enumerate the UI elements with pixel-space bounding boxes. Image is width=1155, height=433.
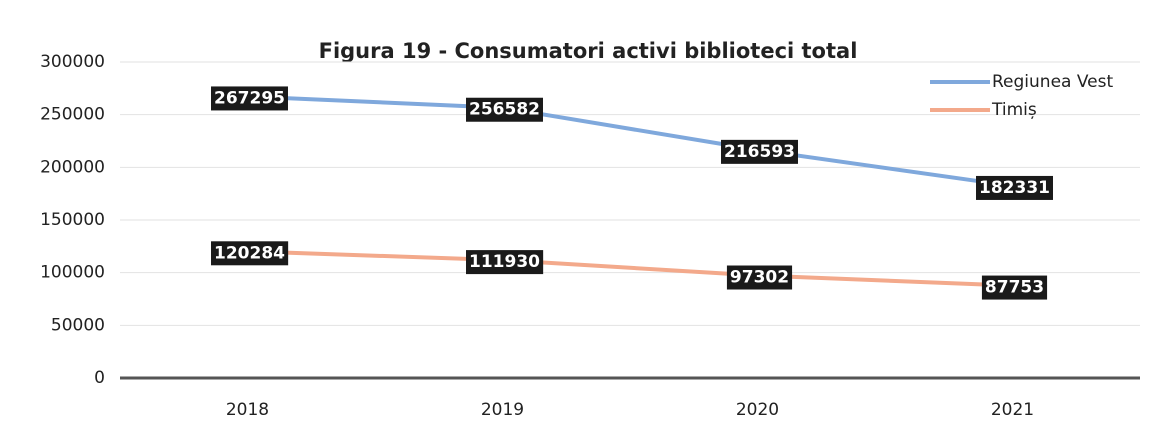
data-label-text: 97302: [730, 268, 789, 288]
y-tick-label: 150000: [40, 210, 105, 230]
series-line: [247, 94, 1013, 188]
y-tick-label: 100000: [40, 263, 105, 283]
chart-title: Figura 19 - Consumatori activi bibliotec…: [319, 39, 858, 63]
data-label: 182331: [976, 175, 1053, 200]
x-tick-label: 2019: [481, 400, 524, 420]
label-box: [211, 86, 288, 111]
data-label: 267295: [211, 86, 288, 111]
x-tick-label: 2018: [226, 400, 269, 420]
x-tick-label: 2021: [991, 400, 1034, 420]
data-label-text: 87753: [985, 278, 1044, 298]
data-label-text: 120284: [214, 243, 285, 263]
y-tick-label: 50000: [51, 315, 105, 335]
data-label: 111930: [466, 250, 544, 275]
data-label: 120284: [211, 241, 289, 266]
x-tick-label: 2020: [736, 400, 779, 420]
y-tick-label: 300000: [40, 52, 105, 72]
label-box: [466, 97, 543, 122]
data-label: 256582: [466, 97, 543, 122]
legend-label: Timiș: [991, 100, 1037, 120]
grid: [120, 61, 1140, 380]
data-label-text: 182331: [979, 178, 1050, 198]
legend-label: Regiunea Vest: [992, 72, 1113, 92]
data-label-text: 111930: [469, 252, 540, 272]
data-label-text: 267295: [214, 88, 285, 108]
label-box: [721, 139, 798, 164]
label-box: [726, 265, 793, 290]
label-box: [981, 275, 1048, 300]
label-box: [211, 241, 289, 266]
series-line: [247, 249, 1013, 288]
data-label: 97302: [726, 265, 793, 290]
data-label-text: 216593: [724, 142, 795, 162]
data-label-text: 256582: [469, 100, 540, 120]
y-tick-label: 250000: [40, 105, 105, 125]
label-box: [466, 250, 544, 275]
y-tick-label: 0: [94, 368, 105, 388]
y-tick-label: 200000: [40, 157, 105, 177]
data-label: 87753: [981, 275, 1048, 300]
data-label: 216593: [721, 139, 798, 164]
label-box: [976, 175, 1053, 200]
